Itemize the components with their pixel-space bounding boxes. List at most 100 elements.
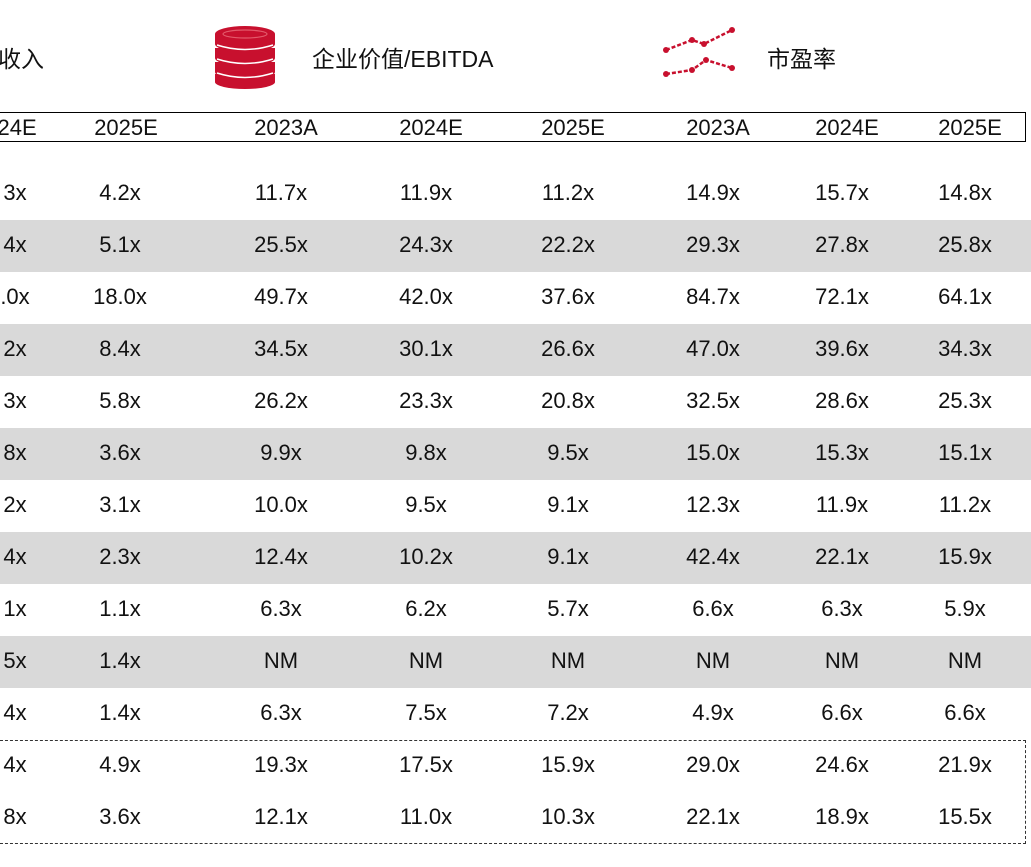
table-row: 8x 3.6x 12.1x 11.0x 10.3x 22.1x 18.9x 15.5x (0, 792, 1031, 844)
table-cell: 25.8x (938, 232, 992, 257)
year-header-cell: 2025E (541, 115, 605, 140)
table-cell: 17.5x (399, 752, 453, 777)
table-cell: 9.1x (547, 544, 589, 569)
table-cell: 9.1x (547, 492, 589, 517)
table-cell: 6.2x (405, 596, 447, 621)
pe-header-label: 市盈率 (767, 46, 836, 72)
table-cell: 72.1x (815, 284, 869, 309)
table-cell: 49.7x (254, 284, 308, 309)
table-row: 1x 1.1x 6.3x 6.2x 5.7x 6.6x 6.3x 5.9x (0, 584, 1031, 636)
table-cell: 29.0x (686, 752, 740, 777)
table-cell: 11.9x (399, 180, 453, 205)
table-cell: 23.3x (399, 388, 453, 413)
table-cell: 14.9x (686, 180, 740, 205)
table-cell: 11.2x (938, 492, 992, 517)
table-cell: 6.3x (260, 700, 302, 725)
coin-stack-icon (212, 24, 278, 90)
year-header-cell: 024E (0, 115, 37, 140)
table-cell: 18.9x (815, 804, 869, 829)
table-cell: 4x (3, 232, 27, 257)
table-cell: 1.4x (99, 648, 141, 673)
table-cell: 6.6x (821, 700, 863, 725)
table-cell: 26.6x (541, 336, 595, 361)
table-cell: 11.2x (541, 180, 595, 205)
table-cell: 20.8x (541, 388, 595, 413)
ev-ebitda-header-label: 企业价值/EBITDA (312, 46, 494, 72)
table-cell: 5.8x (99, 388, 141, 413)
table-cell: NM (550, 648, 586, 673)
table-cell: 4.9x (99, 752, 141, 777)
table-cell: NM (408, 648, 444, 673)
table-cell: 11.9x (815, 492, 869, 517)
year-header-cell: 2024E (815, 115, 879, 140)
year-header-cell: 2023A (254, 115, 318, 140)
table-cell: 37.6x (541, 284, 595, 309)
table-cell: 9.8x (405, 440, 447, 465)
table-row: 3x 5.8x 26.2x 23.3x 20.8x 32.5x 28.6x 25.3x (0, 376, 1031, 428)
table-cell: 25.5x (254, 232, 308, 257)
table-cell: 1.1x (99, 596, 141, 621)
table-cell: 3.1x (99, 492, 141, 517)
table-cell: 12.3x (686, 492, 740, 517)
table-cell: 5.9x (944, 596, 986, 621)
table-cell: 6.6x (944, 700, 986, 725)
table-cell: 34.3x (938, 336, 992, 361)
table-cell: 22.2x (541, 232, 595, 257)
table-cell: 4x (3, 752, 27, 777)
table-cell: 3.6x (99, 804, 141, 829)
table-cell: 11.0x (399, 804, 453, 829)
table-cell: 25.3x (938, 388, 992, 413)
table-cell: 22.1x (686, 804, 740, 829)
year-header-cell: 2024E (399, 115, 463, 140)
table-cell: NM (947, 648, 983, 673)
table-cell: 3x (3, 388, 27, 413)
summary-box (0, 740, 1026, 844)
year-header-cell: 2025E (938, 115, 1002, 140)
table-cell: 29.3x (686, 232, 740, 257)
table-cell: 22.1x (815, 544, 869, 569)
table-cell: 2.3x (99, 544, 141, 569)
table-cell: 15.9x (938, 544, 992, 569)
table-row: 2x 3.1x 10.0x 9.5x 9.1x 12.3x 11.9x 11.2x (0, 480, 1031, 532)
table-row: 4x 2.3x 12.4x 10.2x 9.1x 42.4x 22.1x 15.9x (0, 532, 1031, 584)
table-cell: 3x (3, 180, 27, 205)
table-cell: 11.7x (254, 180, 308, 205)
table-cell: 2x (3, 492, 27, 517)
table-cell: 15.5x (938, 804, 992, 829)
table-cell: NM (695, 648, 731, 673)
revenue-header-label: 收入 (0, 46, 44, 72)
table-cell: 15.9x (541, 752, 595, 777)
table-cell: 8x (3, 804, 27, 829)
table-cell: 18.0x (93, 284, 147, 309)
table-row: .0x 18.0x 49.7x 42.0x 37.6x 84.7x 72.1x 64.1x (0, 272, 1031, 324)
table-cell: 15.3x (815, 440, 869, 465)
table-cell: 6.3x (260, 596, 302, 621)
table-cell: 8x (3, 440, 27, 465)
table-cell: 15.0x (686, 440, 740, 465)
table-cell: 28.6x (815, 388, 869, 413)
table-row: 4x 4.9x 19.3x 17.5x 15.9x 29.0x 24.6x 21.9x (0, 740, 1031, 792)
table-cell: 9.5x (405, 492, 447, 517)
table-cell: 3.6x (99, 440, 141, 465)
table-cell: 4x (3, 544, 27, 569)
table-cell: 10.0x (254, 492, 308, 517)
table-cell: 6.3x (821, 596, 863, 621)
table-cell: 15.7x (815, 180, 869, 205)
table-cell: 26.2x (254, 388, 308, 413)
table-cell: 21.9x (938, 752, 992, 777)
table-cell: 6.6x (692, 596, 734, 621)
table-cell: 84.7x (686, 284, 740, 309)
table-cell: 4.9x (692, 700, 734, 725)
table-row: 4x 1.4x 6.3x 7.5x 7.2x 4.9x 6.6x 6.6x (0, 688, 1031, 740)
table-cell: 4x (3, 700, 27, 725)
table-cell: 1x (3, 596, 27, 621)
table-cell: 32.5x (686, 388, 740, 413)
table-cell: 47.0x (686, 336, 740, 361)
table-row: 4x 5.1x 25.5x 24.3x 22.2x 29.3x 27.8x 25.8x (0, 220, 1031, 272)
table-cell: 42.4x (686, 544, 740, 569)
table-cell: 10.2x (399, 544, 453, 569)
year-header-row: 024E 2025E 2023A 2024E 2025E 2023A 2024E… (0, 112, 1026, 142)
table-cell: 34.5x (254, 336, 308, 361)
table-cell: 19.3x (254, 752, 308, 777)
table-cell: NM (824, 648, 860, 673)
